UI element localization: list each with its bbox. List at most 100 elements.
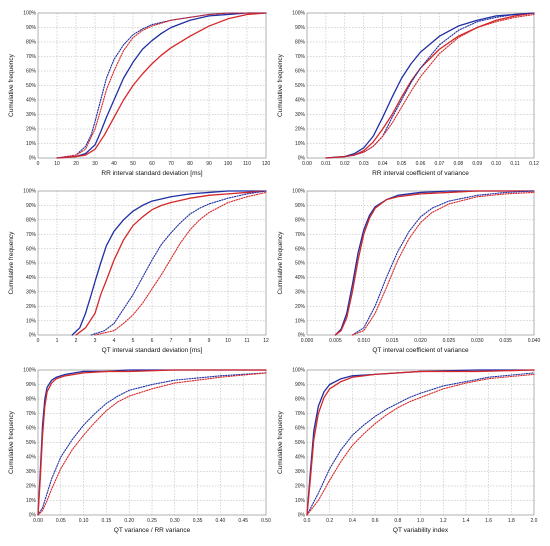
chart-panel-5: 0% 10% 20% 30% 40% 50% 60% 70% 80% 90% 100% 0.00 0.0… <box>8 368 271 534</box>
x-tick-label: 10 <box>225 338 231 344</box>
y-tick-label: 70% <box>295 232 306 238</box>
y-tick-label: 70% <box>295 411 306 417</box>
series-line-4 <box>56 12 267 159</box>
series-line-3 <box>351 190 535 336</box>
y-tick-label: 70% <box>26 232 37 238</box>
y-tick-label: 50% <box>295 440 306 446</box>
x-tick-label: 0.030 <box>471 338 484 344</box>
chart-panel-3: 0%10%20%30%40%50%60%70%80%90%100%0 1 2 3 4 5 6… <box>8 189 269 354</box>
series-line-4 <box>37 372 267 516</box>
y-tick-label: 40% <box>26 98 37 104</box>
y-tick-label: 20% <box>26 304 37 310</box>
x-tick-label: 60 <box>149 161 155 167</box>
x-tick-label: 110 <box>243 161 251 167</box>
y-tick-label: 90% <box>26 203 37 209</box>
x-tick-label: 0.30 <box>170 518 180 524</box>
x-tick-label: 3 <box>94 338 97 344</box>
x-tick-label: 0.20 <box>124 518 134 524</box>
x-tick-label: 12 <box>263 338 269 344</box>
y-tick-label: 100% <box>23 368 36 374</box>
y-tick-label: 80% <box>295 218 306 224</box>
series-line-3 <box>37 372 267 516</box>
series-line-3 <box>90 190 267 336</box>
x-tick-label: 1 <box>56 338 59 344</box>
x-tick-label: 0.8 <box>394 518 401 524</box>
y-tick-label: 10% <box>295 498 306 504</box>
y-tick-label: 100% <box>23 11 36 17</box>
x-tick-label: 1.2 <box>440 518 447 524</box>
y-tick-label: 40% <box>26 455 37 461</box>
series-line-2 <box>334 190 535 336</box>
x-tick-label: 8 <box>189 338 192 344</box>
y-tick-label: 80% <box>26 40 37 46</box>
y-tick-label: 20% <box>26 484 37 490</box>
x-tick-label: 0.05 <box>397 161 407 167</box>
series-line-4 <box>351 191 535 336</box>
x-tick-label: 0.12 <box>529 161 539 167</box>
y-tick-label: 0% <box>29 333 37 339</box>
chart-panel-2: 0% 10% 20% 30% 40% 50% 60% 70% 80% 90% 100% 0.00 0.0… <box>277 11 539 177</box>
y-tick-label: 50% <box>26 83 37 89</box>
y-tick-label: 70% <box>295 54 306 60</box>
x-tick-label: 0.07 <box>435 161 445 167</box>
y-tick-label: 60% <box>26 69 37 75</box>
x-tick-label: 100 <box>224 161 233 167</box>
chart-panel-1: 0% 10% 20% 30% 40% 50% 60% 70% 80% 90% 100% 0 10 20 30… <box>8 11 270 177</box>
y-tick-label: 60% <box>295 426 306 432</box>
y-axis-label: Cumulative frequency <box>8 231 15 295</box>
y-tick-label: 10% <box>26 498 37 504</box>
series-line-4 <box>306 373 535 516</box>
x-tick-label: 0.40 <box>216 518 226 524</box>
x-tick-label: 2.0 <box>531 518 538 524</box>
series-line-2 <box>325 12 535 159</box>
x-tick-label: 0.010 <box>357 338 370 344</box>
x-tick-label: 0.4 <box>349 518 356 524</box>
y-axis-label: Cumulative frequency <box>8 53 15 117</box>
y-tick-label: 100% <box>292 11 305 17</box>
series-line-4 <box>94 191 267 336</box>
x-tick-label: 0.35 <box>193 518 203 524</box>
y-axis-label: Cumulative frequency <box>277 410 284 474</box>
x-tick-label: 80 <box>187 161 193 167</box>
y-tick-label: 40% <box>295 455 306 461</box>
y-tick-label: 10% <box>26 318 37 324</box>
x-tick-label: 0.10 <box>491 161 501 167</box>
y-tick-label: 80% <box>295 397 306 403</box>
x-tick-label: 30 <box>92 161 98 167</box>
x-tick-label: 0.05 <box>56 518 66 524</box>
y-tick-label: 20% <box>295 304 306 310</box>
x-tick-label: 1.8 <box>508 518 515 524</box>
y-tick-label: 30% <box>295 112 306 118</box>
x-tick-label: 70 <box>168 161 174 167</box>
x-tick-label: 0.25 <box>147 518 157 524</box>
x-tick-label: 0.6 <box>372 518 379 524</box>
y-tick-label: 50% <box>295 261 306 267</box>
x-tick-label: 1.4 <box>462 518 469 524</box>
x-tick-label: 0.005 <box>329 338 342 344</box>
y-tick-label: 60% <box>26 426 37 432</box>
series-line-2 <box>75 190 267 336</box>
y-tick-label: 10% <box>26 141 37 147</box>
x-tick-label: 6 <box>151 338 154 344</box>
x-tick-label: 0.03 <box>359 161 369 167</box>
y-tick-label: 20% <box>295 127 306 133</box>
y-tick-label: 90% <box>295 203 306 209</box>
x-tick-label: 0 <box>37 338 40 344</box>
y-tick-label: 10% <box>295 141 306 147</box>
y-axis-label: Cumulative frequency <box>277 231 284 295</box>
chart-panel-6: 0% 10% 20% 30% 40% 50% 60% 70% 80% 90% 100% 0.0 0.2 0… <box>277 368 538 534</box>
x-tick-label: 0.2 <box>326 518 333 524</box>
y-tick-label: 90% <box>295 382 306 388</box>
y-tick-label: 70% <box>26 411 37 417</box>
x-axis-label: QT variability index <box>393 527 449 534</box>
x-tick-label: 2 <box>75 338 78 344</box>
x-tick-label: 120 <box>262 161 271 167</box>
y-tick-label: 60% <box>295 246 306 252</box>
y-tick-label: 90% <box>26 25 37 31</box>
x-tick-label: 0.015 <box>386 338 399 344</box>
series-line-2 <box>56 12 267 159</box>
x-tick-label: 1.0 <box>417 518 424 524</box>
x-tick-label: 0.09 <box>472 161 482 167</box>
y-tick-label: 100% <box>292 368 305 374</box>
